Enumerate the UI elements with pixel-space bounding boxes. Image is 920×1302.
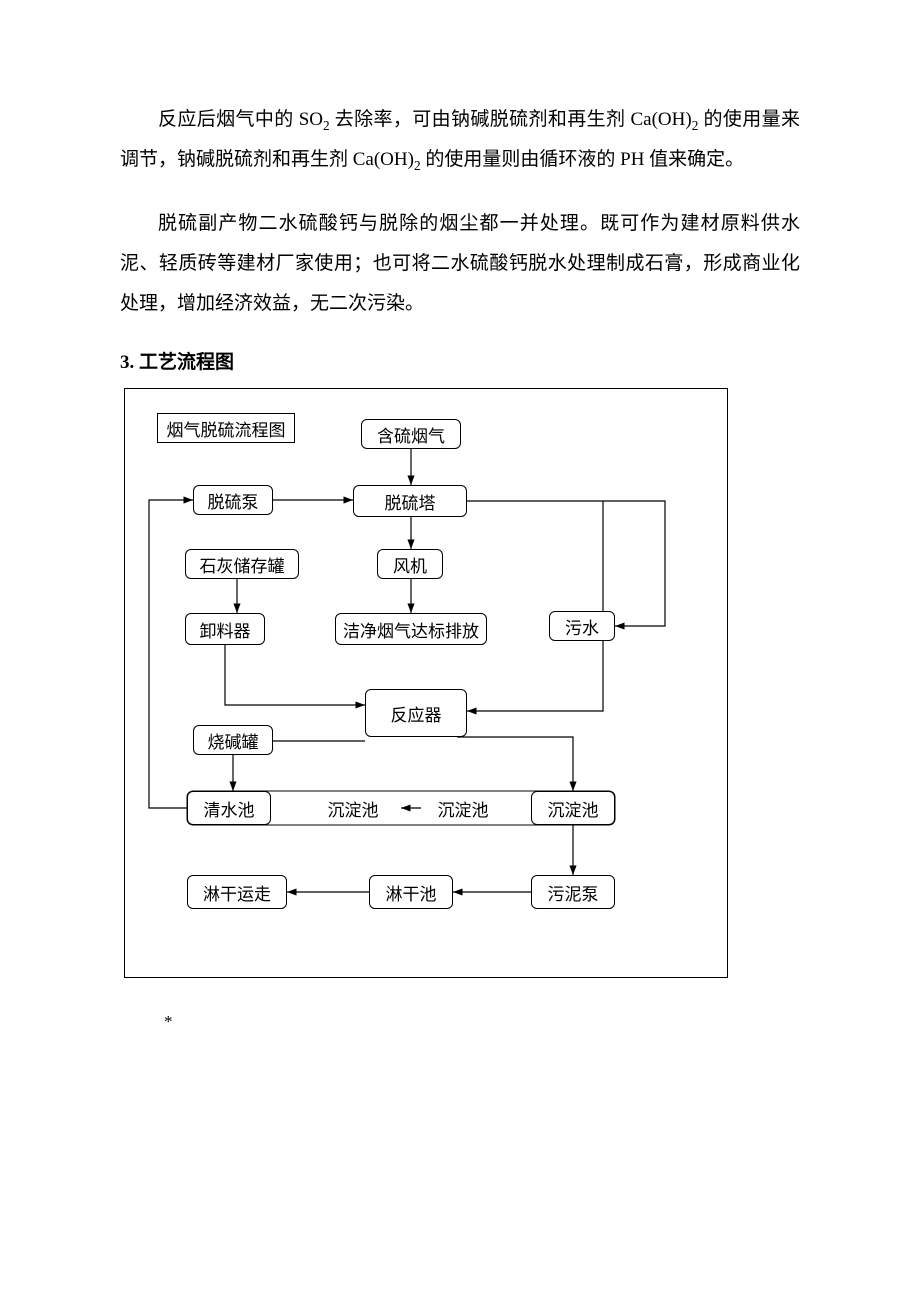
node-caustic: 烧碱罐 <box>193 725 273 755</box>
paragraph-1: 反应后烟气中的 SO2 去除率，可由钠碱脱硫剂和再生剂 Ca(OH)2 的使用量… <box>120 100 800 180</box>
p1-text-b: 去除率，可由钠碱脱硫剂和再生剂 Ca(OH) <box>330 109 692 130</box>
node-title: 烟气脱硫流程图 <box>157 413 295 443</box>
node-clear: 清水池 <box>187 791 271 825</box>
footnote-asterisk: * <box>164 1012 800 1032</box>
paragraph-2: 脱硫副产物二水硫酸钙与脱除的烟尘都一并处理。既可作为建材原料供水泥、轻质砖等建材… <box>120 204 800 324</box>
node-tower: 脱硫塔 <box>353 485 467 517</box>
node-reactor: 反应器 <box>365 689 467 737</box>
section-title: 3. 工艺流程图 <box>120 347 800 374</box>
node-sed0: 沉淀池 <box>531 791 615 825</box>
node-fan: 风机 <box>377 549 443 579</box>
node-drypool: 淋干池 <box>369 875 453 909</box>
node-haul: 淋干运走 <box>187 875 287 909</box>
p1-text-d: 的使用量则由循环液的 PH 值来确定。 <box>421 149 745 170</box>
node-sed1: 沉淀池 <box>421 791 505 825</box>
node-unloader: 卸料器 <box>185 613 265 645</box>
page: 反应后烟气中的 SO2 去除率，可由钠碱脱硫剂和再生剂 Ca(OH)2 的使用量… <box>0 0 920 1092</box>
p1-text-a: 反应后烟气中的 SO <box>158 109 323 130</box>
sub-caoh2-2: 2 <box>414 158 421 173</box>
node-sewage: 污水 <box>549 611 615 641</box>
node-sed2: 沉淀池 <box>311 791 395 825</box>
node-pump: 脱硫泵 <box>193 485 273 515</box>
flowchart: 烟气脱硫流程图 含硫烟气脱硫泵 脱硫塔石灰储存罐 风机卸料器 洁净烟气达标排放 污水反应器… <box>124 388 728 978</box>
node-clean: 洁净烟气达标排放 <box>335 613 487 645</box>
node-limestore: 石灰储存罐 <box>185 549 299 579</box>
sub-so2: 2 <box>323 118 330 133</box>
node-smoke: 含硫烟气 <box>361 419 461 449</box>
node-sludge: 污泥泵 <box>531 875 615 909</box>
